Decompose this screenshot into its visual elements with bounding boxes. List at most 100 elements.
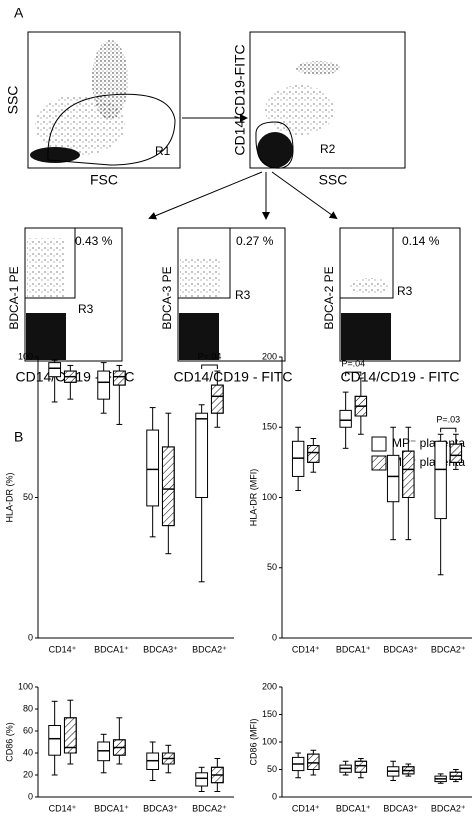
cloud (296, 61, 340, 75)
bracket (201, 364, 218, 370)
y-tick-label: 100 (262, 492, 277, 502)
legend-swatch (371, 436, 387, 452)
y-label: HLA-DR (%) (4, 472, 14, 522)
cloud (30, 147, 80, 163)
box-hatch (210, 384, 224, 414)
arrow (271, 171, 338, 220)
box-hatch (449, 443, 463, 463)
legend-label: MP⁻ placenta (392, 436, 465, 450)
box (97, 370, 111, 400)
x-tick-label: CD14⁺ (49, 803, 77, 813)
cloud (180, 258, 220, 298)
y-tick-label: 0 (28, 632, 33, 642)
bracket (345, 371, 362, 377)
box-hatch (307, 753, 320, 770)
y-tick-label: 60 (23, 725, 33, 735)
y-tick-label: 20 (23, 769, 33, 779)
x-label: FSC (90, 172, 118, 188)
gate (339, 227, 394, 299)
percent: 0.27 % (236, 234, 274, 248)
gate-label: R3 (397, 284, 413, 298)
x-tick-label: BDCA1⁺ (336, 803, 371, 813)
x-tick-label: BDCA1⁺ (336, 644, 371, 654)
box (434, 440, 447, 520)
gate-label: R2 (320, 142, 336, 156)
y-tick-label: 40 (23, 747, 33, 757)
gate (47, 93, 176, 166)
gate-label: R1 (155, 144, 171, 158)
cloud (179, 313, 219, 360)
bracket (440, 427, 457, 433)
y-label: BDCA-3 PE (160, 266, 174, 329)
percent: 0.43 % (75, 234, 113, 248)
x-tick-label: BDCA2⁺ (431, 644, 466, 654)
x-label: CD14/CD19 - FITC (173, 369, 292, 385)
box (339, 409, 352, 428)
x-tick-label: BDCA1⁺ (94, 803, 129, 813)
cloud (341, 313, 391, 360)
x-tick-label: BDCA2⁺ (431, 803, 466, 813)
x-tick-label: BDCA3⁺ (143, 803, 178, 813)
x-label: CD14/CD19 - FITC (340, 369, 459, 385)
x-tick-label: CD14⁺ (49, 644, 77, 654)
y-tick-label: 200 (262, 351, 277, 361)
y-tick-label: 100 (262, 736, 277, 746)
gate (255, 121, 294, 169)
bottom-plot: 0.27 % R3 BDCA-3 PE CD14/CD19 - FITC (160, 227, 293, 385)
x-label: SSC (319, 172, 348, 188)
annotation: P=.04 (341, 358, 365, 368)
x-tick-label: BDCA3⁺ (383, 644, 418, 654)
annotation: P=.03 (436, 415, 460, 425)
box (195, 412, 209, 499)
x-tick-label: CD14⁺ (292, 644, 320, 654)
y-tick-label: 200 (262, 681, 277, 691)
y-tick-label: 150 (262, 709, 277, 719)
cloud (26, 313, 66, 360)
y-tick-label: 0 (28, 791, 33, 801)
cloud (27, 238, 65, 298)
plot-frame (249, 31, 406, 169)
cloud (257, 132, 293, 168)
y-label: BDCA-2 PE (322, 266, 336, 329)
arrow (148, 171, 263, 220)
y-tick-label: 150 (262, 422, 277, 432)
x-tick-label: BDCA2⁺ (192, 803, 227, 813)
box-hatch (354, 760, 368, 773)
y-tick-label: 50 (267, 764, 277, 774)
y-label: BDCA-1 PE (7, 266, 21, 329)
plot-frame (27, 31, 181, 169)
percent: 0.14 % (402, 234, 440, 248)
y-tick-label: 80 (23, 703, 33, 713)
legend-swatch (371, 455, 387, 471)
y-tick-label: 50 (23, 492, 33, 502)
x-tick-label: CD14⁺ (292, 803, 320, 813)
y-tick-label: 0 (272, 791, 277, 801)
gate (177, 227, 231, 299)
y-label: CD86 (MFI) (248, 718, 258, 765)
panel-label: B (14, 429, 23, 445)
x-tick-label: BDCA3⁺ (143, 644, 178, 654)
panel-a: A R1 SSC FSC R2 CD14/CD19-FITC SSC 0.43 … (5, 5, 461, 385)
gate-label: R3 (78, 302, 94, 316)
x-tick-label: BDCA3⁺ (383, 803, 418, 813)
box (386, 454, 400, 503)
annotation: P=.04 (198, 351, 222, 361)
box (48, 362, 62, 378)
x-tick-label: BDCA1⁺ (94, 644, 129, 654)
cloud (265, 85, 335, 135)
bottom-plot: 0.14 % R3 BDCA-2 PE CD14/CD19 - FITC (322, 227, 461, 385)
box-hatch (161, 446, 175, 527)
box-hatch (63, 717, 77, 754)
y-tick-label: 100 (18, 351, 33, 361)
box-hatch (402, 450, 415, 499)
box-hatch (112, 370, 126, 386)
box-hatch (307, 445, 320, 463)
y-label: SSC (5, 86, 21, 115)
gate-label: R3 (235, 288, 251, 302)
y-label: CD14/CD19-FITC (232, 44, 248, 155)
gate (24, 227, 76, 299)
y-tick-label: 50 (267, 562, 277, 572)
box (146, 429, 160, 507)
cloud (92, 40, 128, 120)
